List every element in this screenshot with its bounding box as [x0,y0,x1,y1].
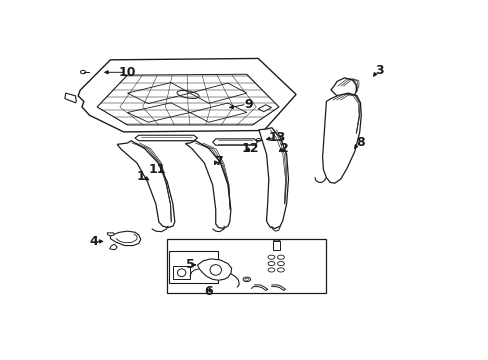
Polygon shape [258,105,271,112]
Polygon shape [107,233,114,236]
Text: 12: 12 [242,142,259,155]
Polygon shape [117,141,175,228]
Text: 8: 8 [355,136,364,149]
Polygon shape [135,135,197,141]
Text: 1: 1 [136,170,145,183]
Polygon shape [259,128,288,228]
Ellipse shape [277,268,284,272]
Text: 3: 3 [374,64,383,77]
Ellipse shape [267,268,274,272]
Polygon shape [197,259,231,280]
Text: 13: 13 [268,131,285,144]
Polygon shape [109,244,117,250]
Ellipse shape [243,277,250,282]
Text: 7: 7 [214,154,223,167]
Bar [167,239,326,293]
Text: 5: 5 [185,258,194,271]
Polygon shape [212,139,257,145]
Polygon shape [330,78,356,99]
Polygon shape [65,93,76,103]
Ellipse shape [277,255,284,259]
Bar [169,251,218,283]
Text: 9: 9 [244,98,252,111]
Polygon shape [185,141,230,228]
Text: 11: 11 [149,163,166,176]
Polygon shape [322,93,361,183]
Text: 10: 10 [119,66,136,79]
Ellipse shape [277,261,284,266]
Text: 2: 2 [280,142,288,155]
Text: 4: 4 [89,235,98,248]
Polygon shape [110,231,141,246]
Ellipse shape [267,261,274,266]
Bar [273,242,280,250]
Text: 6: 6 [204,285,213,298]
Polygon shape [78,58,296,132]
Ellipse shape [267,255,274,259]
